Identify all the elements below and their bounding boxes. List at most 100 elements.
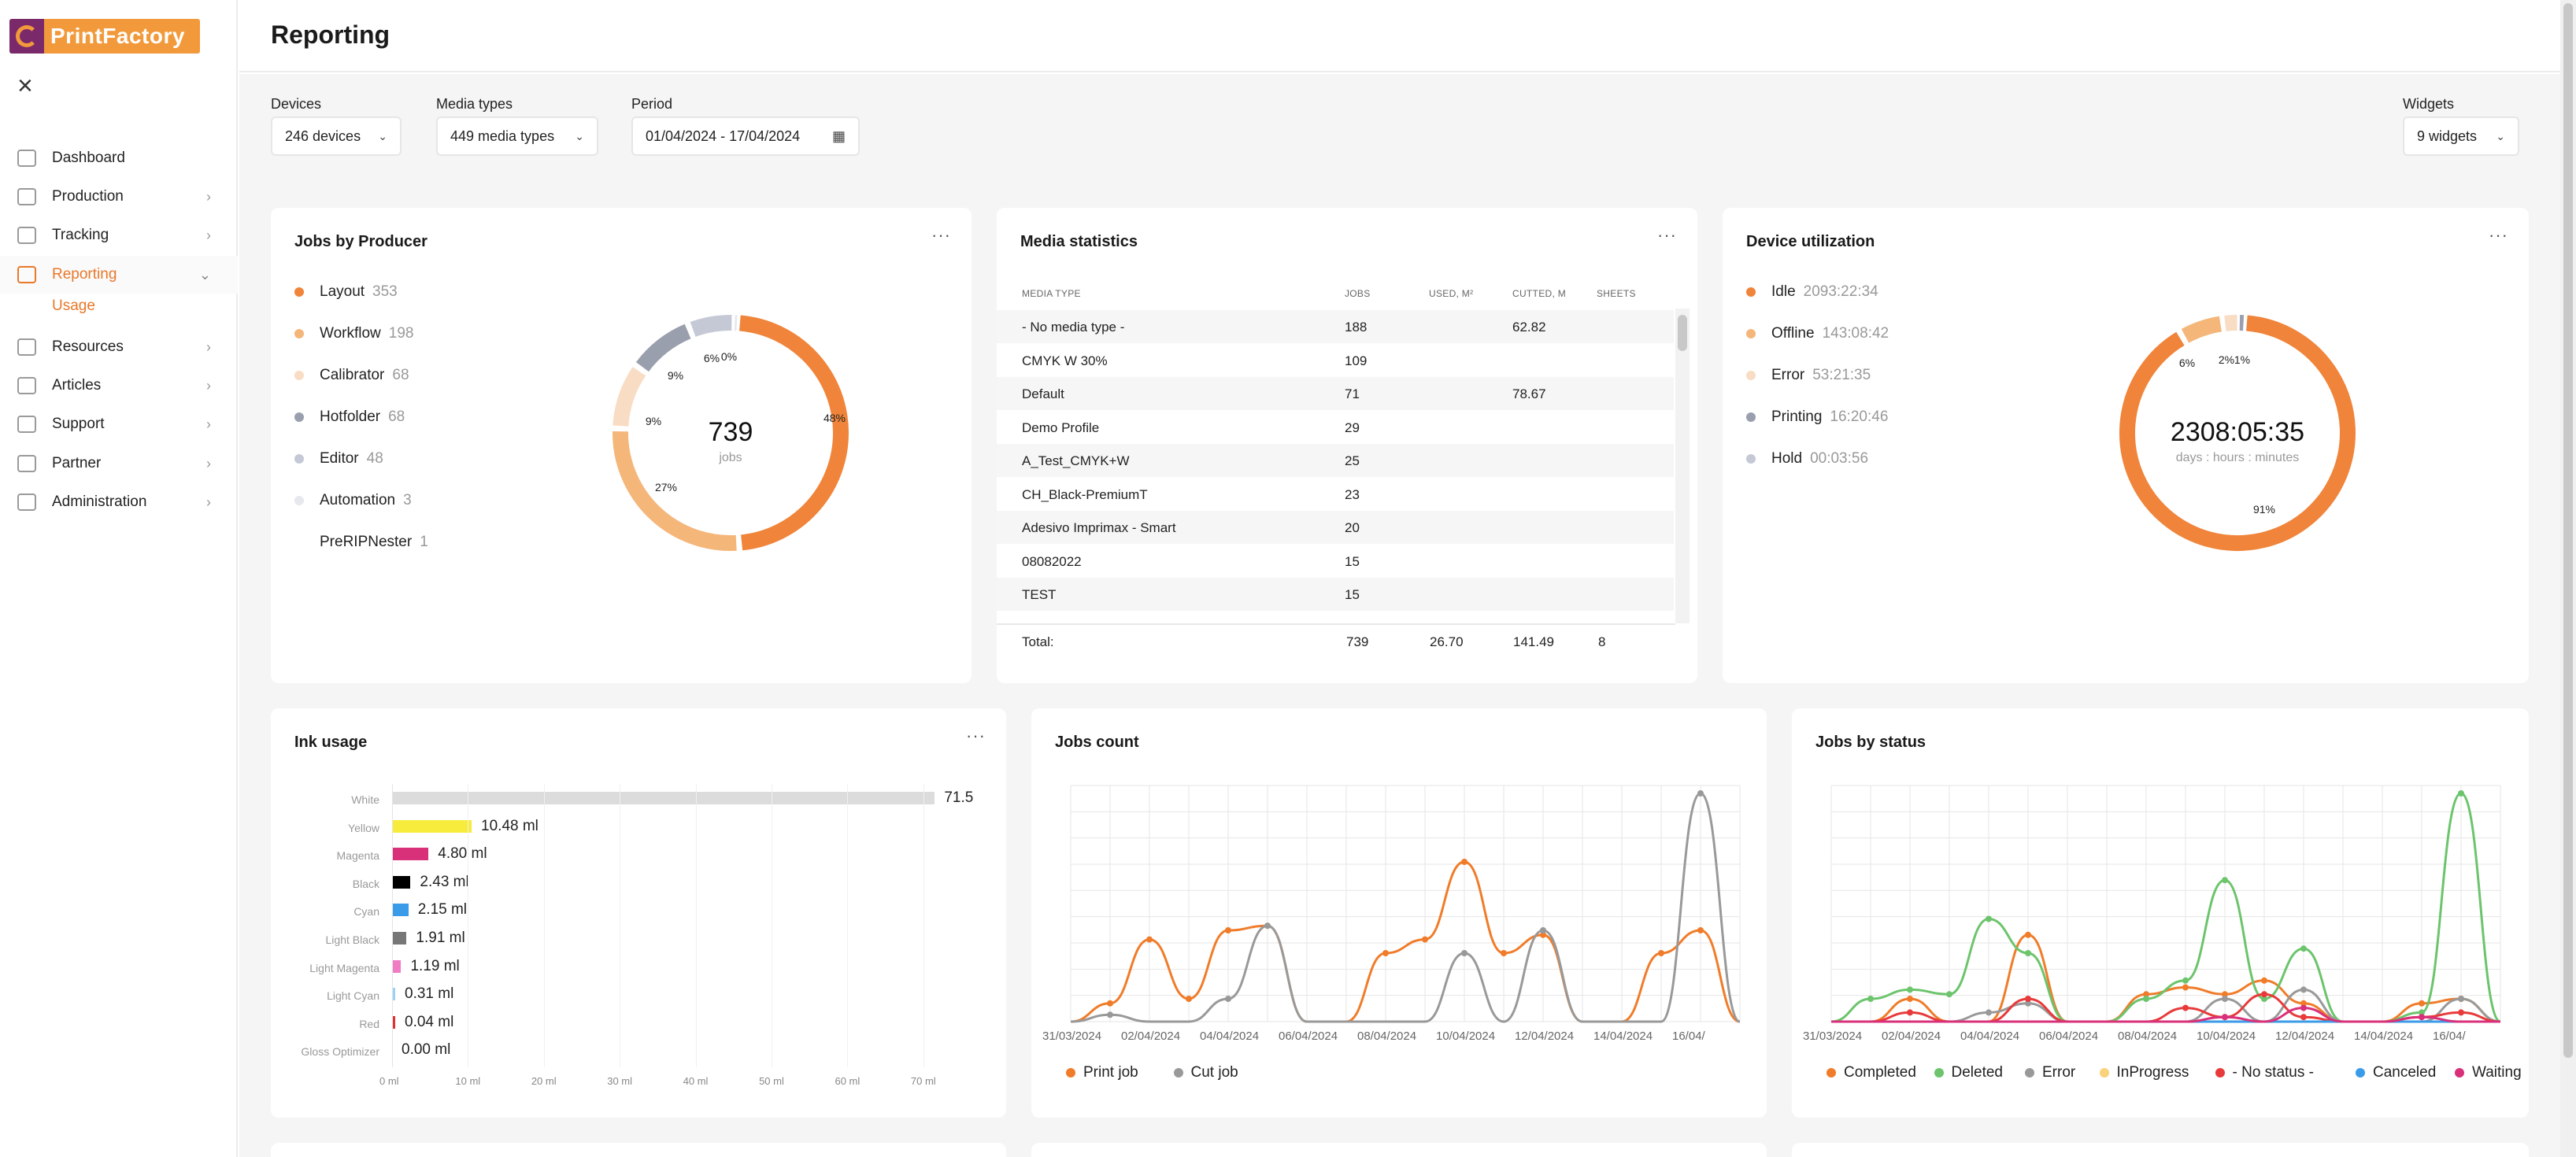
sidebar-item-resources[interactable]: Resources › bbox=[0, 328, 238, 366]
data-point[interactable] bbox=[1540, 927, 1546, 933]
ink-bar-magenta[interactable] bbox=[392, 848, 429, 861]
data-point[interactable] bbox=[2222, 1014, 2228, 1021]
data-point[interactable] bbox=[2182, 977, 2189, 984]
series-legend-item[interactable]: Cut job bbox=[1173, 1064, 1238, 1081]
producer-legend-item[interactable]: Automation 3 bbox=[294, 489, 412, 512]
device-status-legend-item[interactable]: Idle 2093:22:34 bbox=[1746, 280, 1878, 304]
donut-slice[interactable] bbox=[613, 431, 737, 551]
data-point[interactable] bbox=[2300, 1004, 2307, 1011]
table-row[interactable]: A_Test_CMYK+W 25 bbox=[997, 444, 1674, 477]
data-point[interactable] bbox=[1946, 991, 1952, 998]
data-point[interactable] bbox=[1264, 922, 1271, 930]
data-point[interactable] bbox=[2143, 991, 2149, 998]
data-point[interactable] bbox=[2025, 931, 2031, 938]
devices-select[interactable]: 246 devices ⌄ bbox=[271, 116, 402, 156]
series-legend-item[interactable]: Print job bbox=[1066, 1064, 1138, 1081]
more-options-icon[interactable]: ··· bbox=[966, 726, 986, 745]
ink-bar-red[interactable] bbox=[392, 1015, 395, 1029]
data-point[interactable] bbox=[2182, 1004, 2189, 1011]
series-legend-item[interactable]: Waiting bbox=[2455, 1064, 2522, 1081]
producer-legend-item[interactable]: Hotfolder 68 bbox=[294, 405, 405, 429]
series-line[interactable] bbox=[1070, 792, 1741, 1023]
data-point[interactable] bbox=[1907, 1009, 1913, 1016]
table-column-header[interactable]: JOBS bbox=[1345, 288, 1371, 299]
data-point[interactable] bbox=[1986, 915, 1992, 922]
series-line[interactable] bbox=[1830, 1007, 2500, 1023]
data-point[interactable] bbox=[1907, 996, 1913, 1002]
ink-bar-light-cyan[interactable] bbox=[392, 988, 395, 1001]
data-point[interactable] bbox=[2261, 991, 2267, 998]
table-scrollbar[interactable] bbox=[1675, 309, 1690, 623]
sidebar-item-partner[interactable]: Partner › bbox=[0, 445, 238, 482]
data-point[interactable] bbox=[1461, 859, 1468, 865]
data-point[interactable] bbox=[2300, 945, 2307, 952]
data-point[interactable] bbox=[1186, 996, 1192, 1002]
sidebar-item-articles[interactable]: Articles › bbox=[0, 367, 238, 405]
table-row[interactable]: Adesivo Imprimax - Smart 20 bbox=[997, 511, 1674, 544]
table-row[interactable]: - No media type - 188 62.82 bbox=[997, 310, 1674, 343]
table-column-header[interactable]: SHEETS bbox=[1597, 288, 1636, 299]
device-status-legend-item[interactable]: Error 53:21:35 bbox=[1746, 364, 1871, 387]
producer-legend-item[interactable]: Layout 353 bbox=[294, 280, 398, 304]
sidebar-subitem-usage[interactable]: Usage bbox=[52, 298, 95, 314]
table-column-header[interactable]: USED, M² bbox=[1429, 288, 1474, 299]
sidebar-item-reporting[interactable]: Reporting ⌄ bbox=[0, 256, 238, 294]
data-point[interactable] bbox=[2419, 1014, 2425, 1021]
data-point[interactable] bbox=[1225, 996, 1231, 1002]
data-point[interactable] bbox=[2300, 986, 2307, 993]
data-point[interactable] bbox=[2300, 1000, 2307, 1007]
ink-bar-light-black[interactable] bbox=[392, 932, 407, 944]
donut-slice[interactable] bbox=[690, 315, 732, 337]
data-point[interactable] bbox=[1382, 950, 1389, 956]
data-point[interactable] bbox=[1697, 927, 1704, 933]
media-types-select[interactable]: 449 media types ⌄ bbox=[436, 116, 598, 156]
data-point[interactable] bbox=[2261, 996, 2267, 1002]
period-picker[interactable]: 01/04/2024 - 17/04/2024 ▦ bbox=[631, 116, 860, 156]
series-legend-item[interactable]: Canceled bbox=[2356, 1064, 2436, 1081]
device-status-legend-item[interactable]: Hold 00:03:56 bbox=[1746, 447, 1868, 471]
series-legend-item[interactable]: - No status - bbox=[2215, 1064, 2314, 1081]
more-options-icon[interactable]: ··· bbox=[931, 225, 951, 245]
sidebar-item-tracking[interactable]: Tracking › bbox=[0, 216, 238, 254]
page-scrollbar-thumb[interactable] bbox=[2563, 3, 2573, 1058]
more-options-icon[interactable]: ··· bbox=[1657, 225, 1677, 245]
printfactory-logo[interactable]: PrintFactory bbox=[9, 19, 200, 54]
ink-bar-black[interactable] bbox=[392, 875, 411, 889]
series-line[interactable] bbox=[1070, 860, 1741, 1023]
data-point[interactable] bbox=[1225, 927, 1231, 933]
table-row[interactable]: CH_Black-PremiumT 23 bbox=[997, 478, 1674, 511]
table-row[interactable]: CMYK W 30% 109 bbox=[997, 344, 1674, 377]
sidebar-item-administration[interactable]: Administration › bbox=[0, 483, 238, 521]
series-legend-item[interactable]: Error bbox=[2025, 1064, 2075, 1081]
data-point[interactable] bbox=[2143, 996, 2149, 1002]
data-point[interactable] bbox=[1867, 996, 1874, 1002]
data-point[interactable] bbox=[1107, 1011, 1113, 1018]
device-status-legend-item[interactable]: Printing 16:20:46 bbox=[1746, 405, 1888, 429]
data-point[interactable] bbox=[2458, 1009, 2464, 1016]
table-row[interactable]: TEST 15 bbox=[997, 578, 1674, 611]
data-point[interactable] bbox=[2458, 996, 2464, 1002]
widgets-select[interactable]: 9 widgets ⌄ bbox=[2403, 116, 2519, 156]
donut-slice[interactable] bbox=[2181, 316, 2223, 343]
close-sidebar-button[interactable]: × bbox=[17, 71, 33, 101]
data-point[interactable] bbox=[1107, 1000, 1113, 1007]
data-point[interactable] bbox=[2182, 984, 2189, 991]
device-status-legend-item[interactable]: Offline 143:08:42 bbox=[1746, 322, 1889, 346]
producer-legend-item[interactable]: Calibrator 68 bbox=[294, 364, 409, 387]
data-point[interactable] bbox=[2222, 877, 2228, 884]
sidebar-item-production[interactable]: Production › bbox=[0, 178, 238, 216]
series-legend-item[interactable]: Completed bbox=[1827, 1064, 1916, 1081]
series-line[interactable] bbox=[1830, 933, 2501, 1023]
producer-legend-item[interactable]: PreRIPNester 1 bbox=[294, 530, 428, 554]
sidebar-item-support[interactable]: Support › bbox=[0, 405, 238, 443]
producer-legend-item[interactable]: Workflow 198 bbox=[294, 322, 413, 346]
data-point[interactable] bbox=[1422, 936, 1428, 943]
data-point[interactable] bbox=[2025, 950, 2031, 956]
series-line[interactable] bbox=[1830, 792, 2501, 1023]
more-options-icon[interactable]: ··· bbox=[2489, 225, 2508, 245]
donut-slice[interactable] bbox=[2119, 315, 2356, 551]
ink-bar-white[interactable] bbox=[392, 792, 935, 804]
data-point[interactable] bbox=[2222, 996, 2228, 1002]
data-point[interactable] bbox=[1540, 931, 1546, 938]
table-column-header[interactable]: CUTTED, M bbox=[1512, 288, 1567, 299]
